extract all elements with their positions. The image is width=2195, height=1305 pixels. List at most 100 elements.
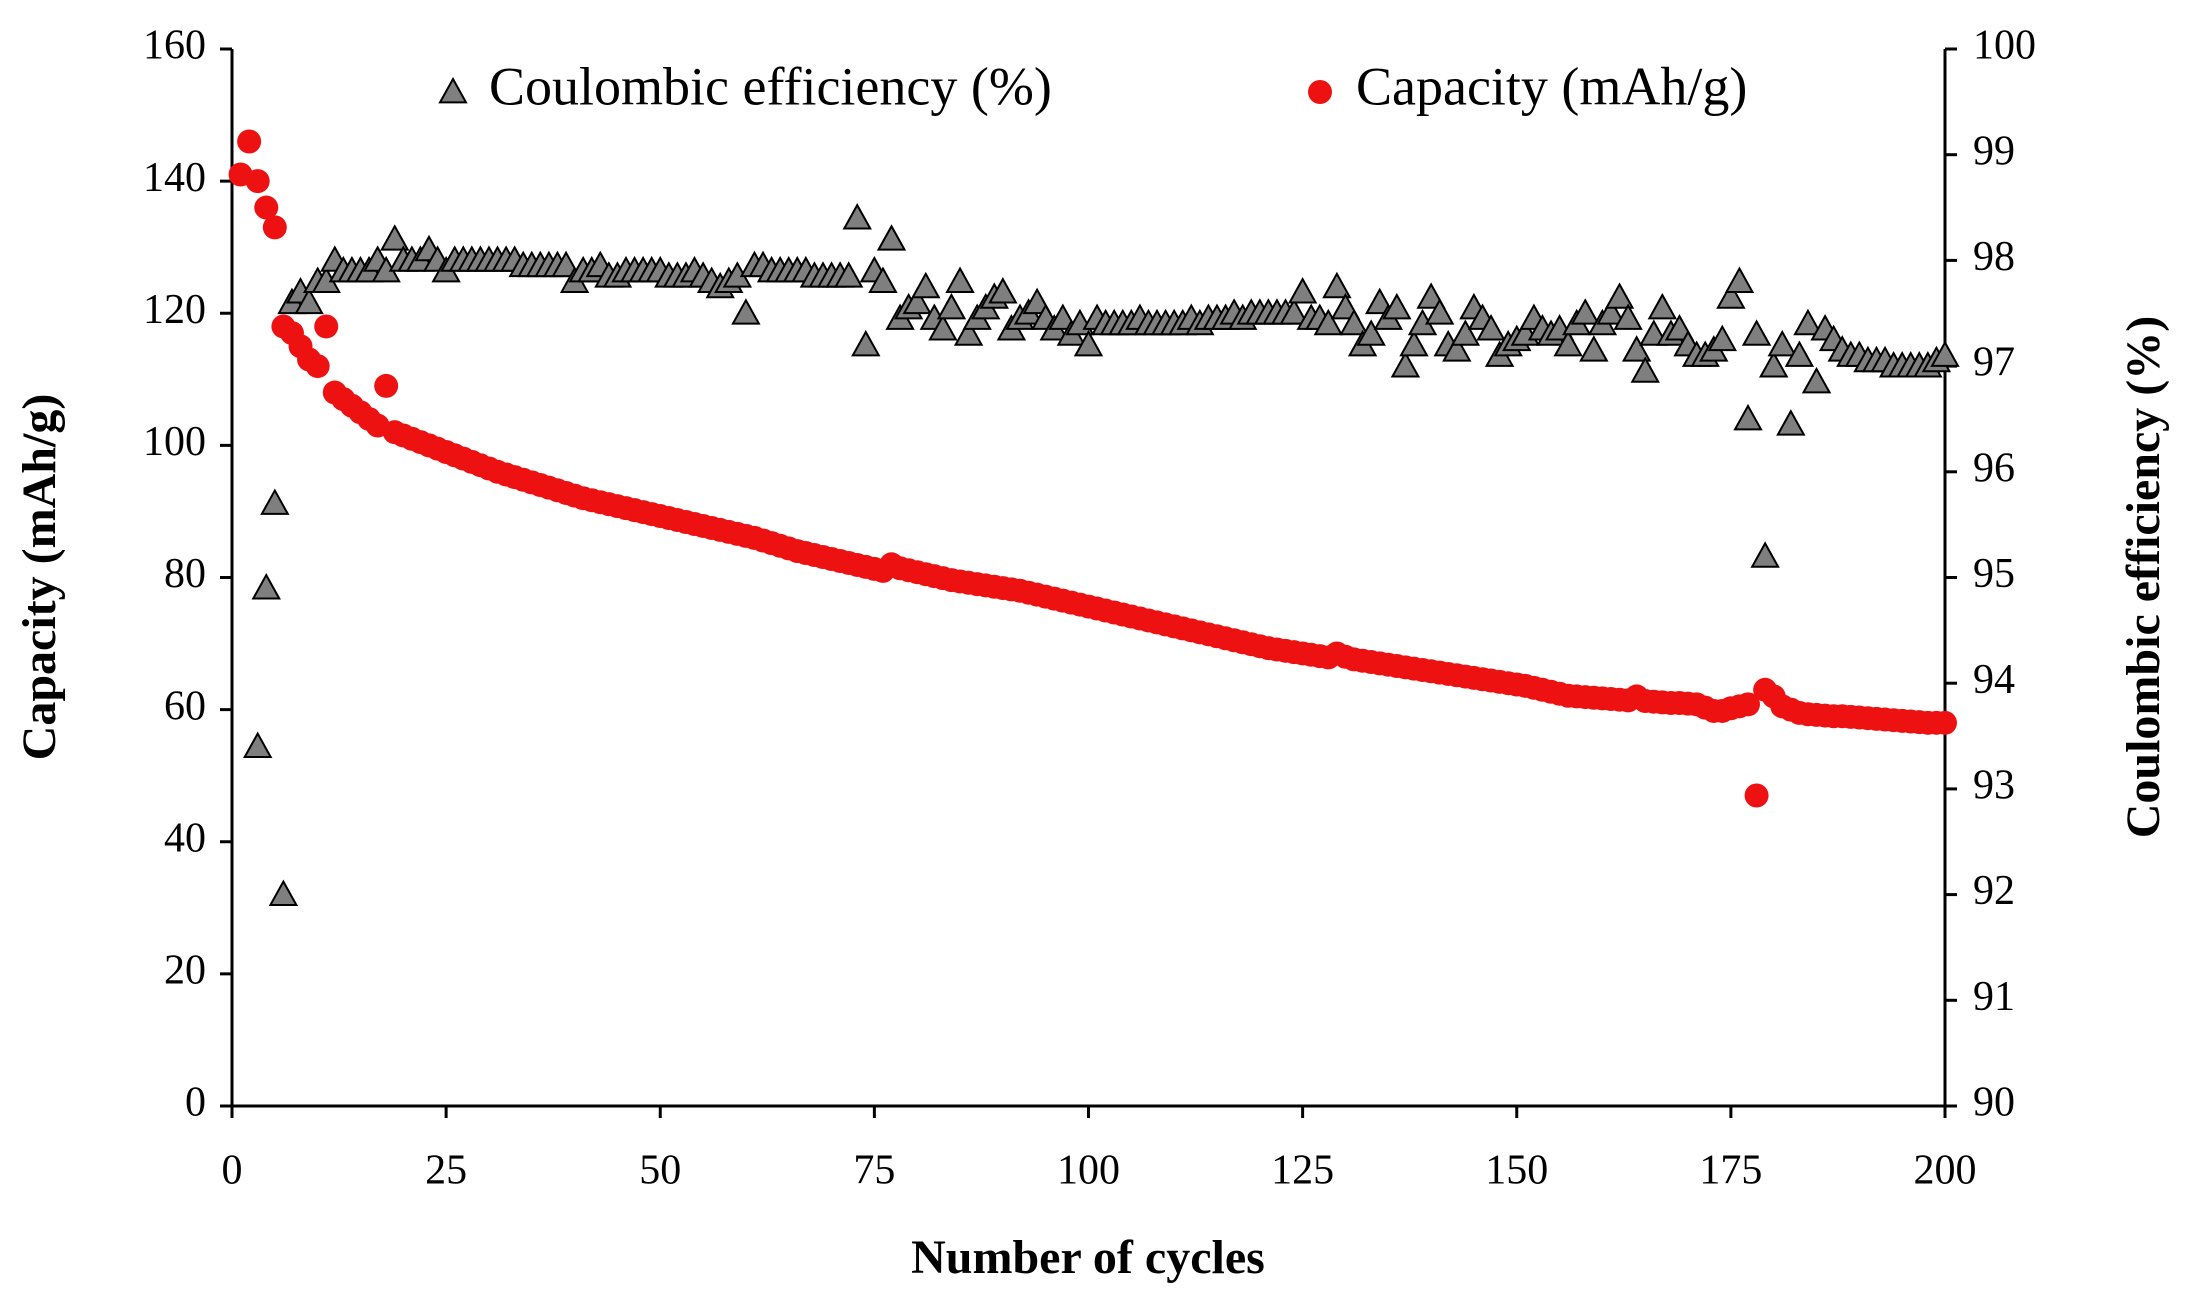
triangle-point [380,224,410,251]
triangle-point [1424,298,1455,325]
triangle-point [868,266,898,293]
x-tick-label: 125 [1271,1148,1334,1194]
legend-text: Capacity (mAh/g) [1356,56,1747,116]
y-tick-label: 0 [185,1080,206,1126]
x-tick-label: 50 [639,1148,681,1194]
triangle-point [1313,308,1344,336]
triangle-point [1750,541,1780,568]
triangle-point [1707,324,1738,352]
triangle-point [902,287,932,315]
x-tick-label: 75 [853,1148,895,1194]
triangle-point [1801,366,1832,394]
triangle-point [1784,340,1815,367]
triangle-point [1724,266,1755,293]
x-tick-label: 100 [1057,1148,1120,1194]
circle-point [1744,783,1769,808]
y2-tick-label: 97 [1973,340,2015,386]
triangle-point [1776,409,1806,436]
triangle-point [911,271,941,299]
triangle-point [1613,303,1643,330]
circle-point [1933,710,1957,735]
y2-tick-label: 98 [1973,234,2015,280]
y-tick-label: 60 [164,683,206,729]
triangle-point [1442,335,1472,362]
triangle-point [1733,403,1763,431]
x-axis-title: Number of cycles [911,1231,1265,1284]
y-tick-label: 80 [164,551,206,597]
triangle-point [1390,351,1421,378]
circle-point [305,354,330,379]
triangle-point [1476,314,1506,341]
triangle-point [876,224,907,251]
x-tick-label: 25 [425,1148,467,1194]
triangle-point [1322,271,1352,299]
triangle-point [1339,308,1369,336]
legend-marker [1308,80,1332,104]
y2-tick-label: 95 [1973,551,2015,597]
triangle-point [1930,340,1960,367]
y2-axis-title: Coulombic efficiency (%) [2117,316,2170,839]
triangle-point [1399,329,1429,357]
triangle-point [1793,308,1823,336]
y-tick-label: 120 [143,287,206,333]
triangle-point [294,287,324,315]
y-tick-label: 100 [143,419,206,465]
triangle-point [1279,298,1309,325]
triangle-point [1450,319,1481,346]
y-tick-label: 40 [164,815,206,861]
x-tick-label: 150 [1485,1148,1548,1194]
triangle-point [945,266,975,293]
y-tick-label: 20 [164,948,206,994]
triangle-point [1287,277,1318,304]
circle-point [245,169,270,194]
triangle-point [1621,335,1652,362]
circle-point [1736,692,1761,717]
triangle-point [731,298,761,325]
triangle-point [251,573,281,600]
circle-point [237,129,262,154]
triangle-point [1553,329,1583,357]
legend-text: Coulombic efficiency (%) [489,56,1052,116]
x-tick-label: 0 [222,1148,243,1194]
triangle-point [1647,292,1678,320]
y-tick-label: 140 [143,155,206,201]
triangle-point [936,292,967,320]
triangle-point [1630,356,1660,383]
circle-point [314,314,339,339]
y2-tick-label: 100 [1973,23,2036,69]
triangle-point [1767,329,1797,357]
circle-point [374,373,399,398]
triangle-point [1382,292,1412,320]
triangle-point [833,261,864,288]
triangle-point [1356,319,1386,346]
triangle-point [1604,282,1635,309]
triangle-point [988,277,1018,304]
triangle-point [242,731,273,759]
y2-tick-label: 93 [1973,763,2015,809]
y-tick-label: 160 [143,23,206,69]
y2-tick-label: 90 [1973,1080,2015,1126]
x-tick-label: 175 [1699,1148,1762,1194]
triangle-point [1073,329,1104,357]
y2-tick-label: 96 [1973,445,2015,491]
triangle-point [1596,298,1626,325]
triangle-point [1741,319,1772,346]
triangle-point [851,329,881,357]
triangle-point [1716,282,1746,309]
triangle-point [928,314,958,341]
triangle-point [842,203,872,230]
triangle-point [268,879,299,906]
y2-tick-label: 92 [1973,868,2015,914]
y2-tick-label: 99 [1973,128,2015,174]
circle-point [254,195,279,220]
x-tick-label: 200 [1914,1148,1977,1194]
triangle-point [260,488,290,515]
y2-tick-label: 94 [1973,657,2015,703]
legend-marker [438,76,468,104]
triangle-point [1579,335,1609,362]
triangle-point [953,319,984,346]
y-axis-title: Capacity (mAh/g) [13,394,66,761]
circle-point [262,215,287,240]
triangle-point [1759,351,1789,378]
